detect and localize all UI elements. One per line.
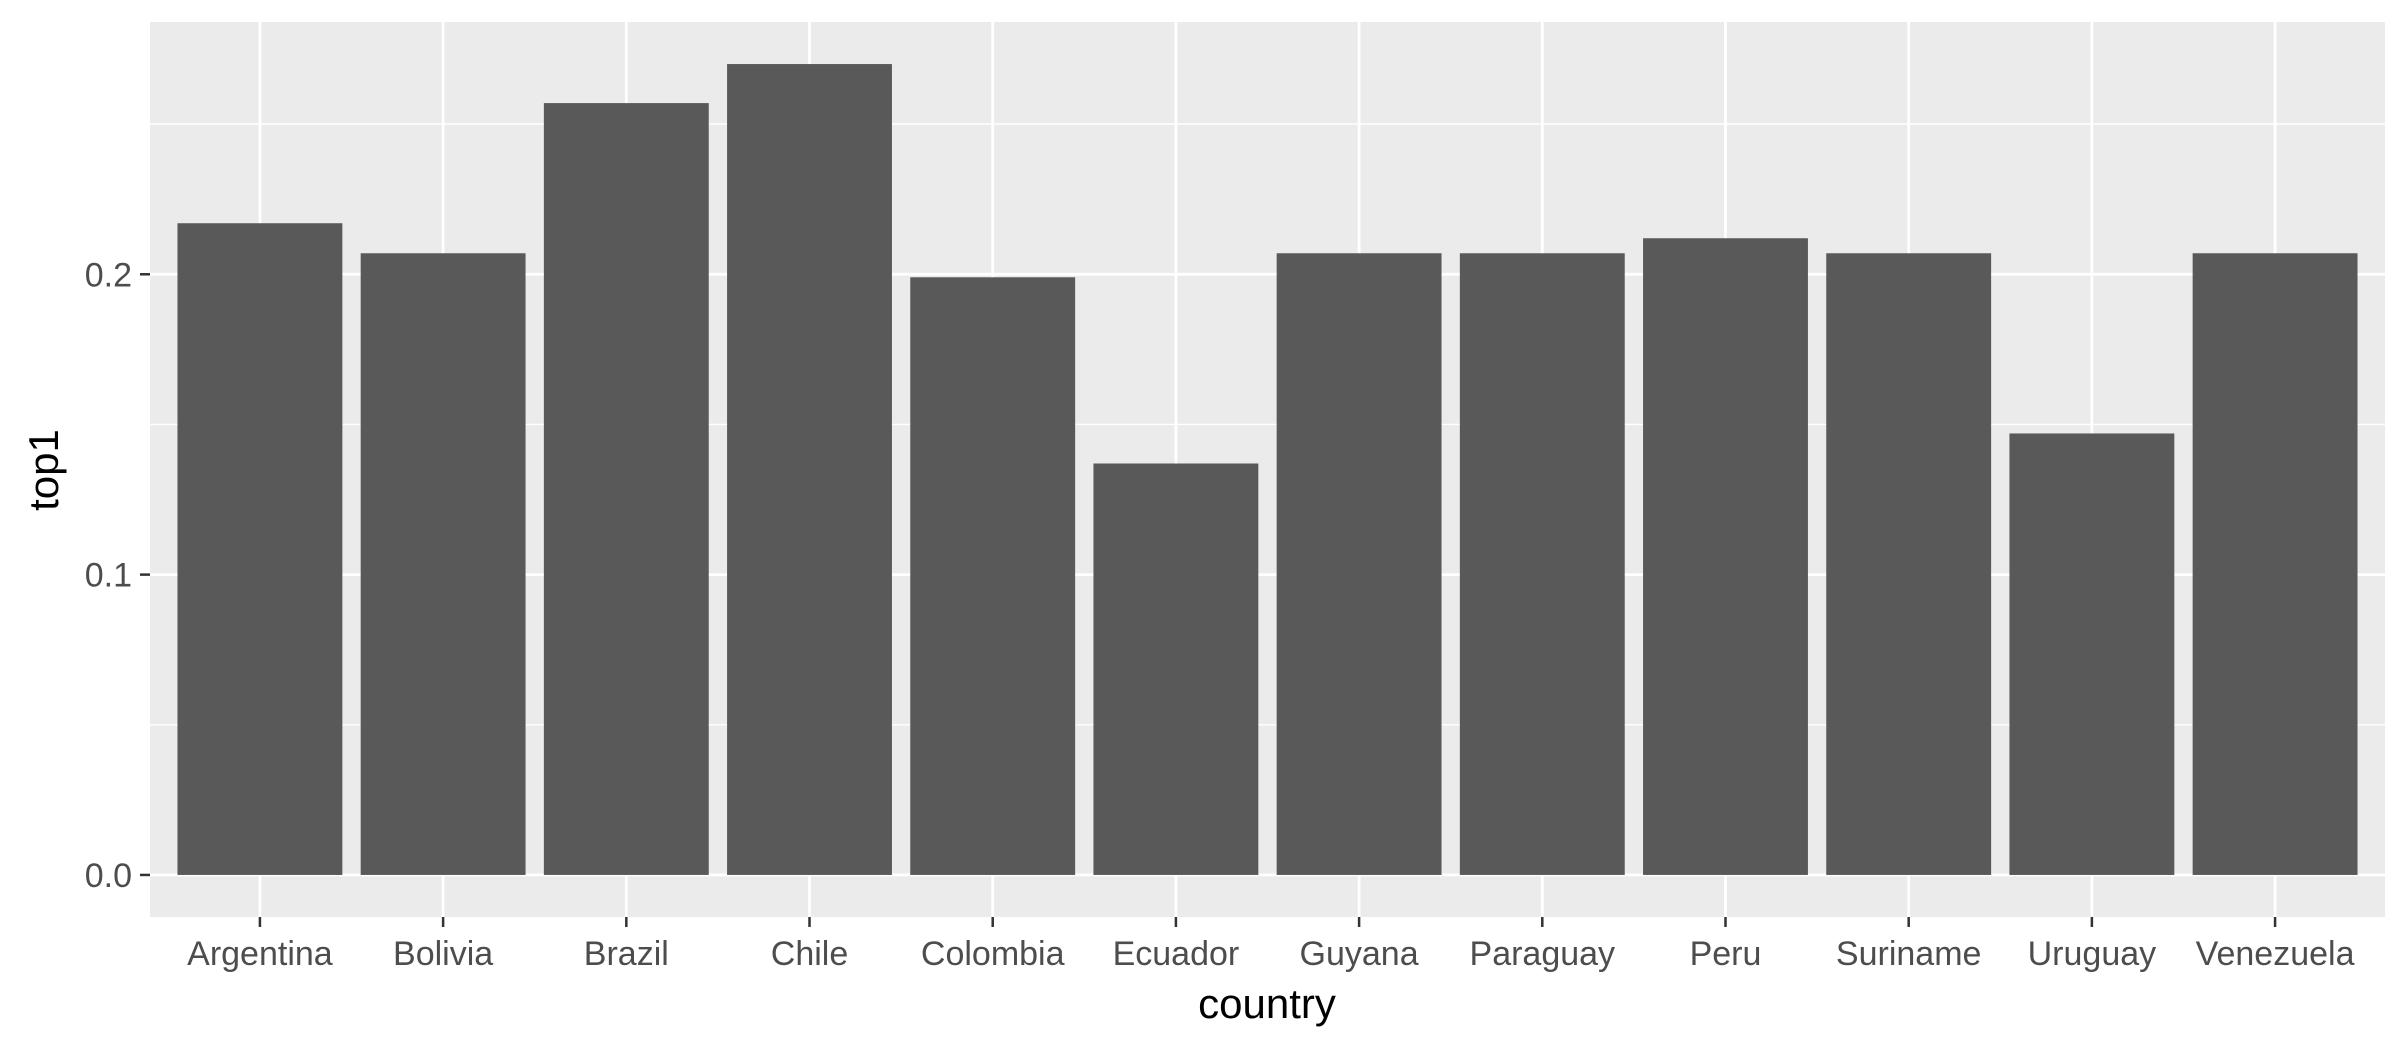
x-tick-label: Colombia xyxy=(921,935,1065,973)
x-tick-label: Ecuador xyxy=(1113,935,1240,973)
bar-bolivia xyxy=(360,253,526,875)
x-tick-label: Argentina xyxy=(187,935,333,973)
bar-uruguay xyxy=(2009,433,2175,875)
x-tick-label: Guyana xyxy=(1300,935,1419,973)
x-tick-label: Brazil xyxy=(584,935,669,973)
y-tick-label: 0.1 xyxy=(85,557,132,595)
bar-peru xyxy=(1643,238,1808,875)
x-axis: Argentina Bolivia Brazil Chile Colombia Ecuad… xyxy=(187,917,2355,973)
y-tick-label: 0.2 xyxy=(85,256,132,294)
x-tick-label: Bolivia xyxy=(393,935,493,973)
x-tick-label: Suriname xyxy=(1836,935,1982,973)
bar-brazil xyxy=(543,103,709,875)
bar-venezuela xyxy=(2192,253,2358,875)
bars xyxy=(177,64,2358,875)
bar-argentina xyxy=(177,223,343,875)
y-axis: 0.0 0.1 0.2 xyxy=(85,256,150,895)
bar-suriname xyxy=(1826,253,1992,875)
bar-colombia xyxy=(910,277,1076,875)
x-tick-label: Paraguay xyxy=(1470,935,1616,973)
bar-paraguay xyxy=(1459,253,1625,875)
bar-guyana xyxy=(1276,253,1442,875)
y-tick-label: 0.0 xyxy=(85,857,132,895)
x-tick-label: Venezuela xyxy=(2196,935,2355,973)
y-axis-title: top1 xyxy=(20,429,67,511)
x-axis-title: country xyxy=(1198,980,1336,1027)
x-tick-label: Chile xyxy=(771,935,848,973)
x-tick-label: Uruguay xyxy=(2028,935,2157,973)
bar-ecuador xyxy=(1093,463,1259,875)
x-tick-label: Peru xyxy=(1690,935,1762,973)
bar-chile xyxy=(727,64,892,875)
